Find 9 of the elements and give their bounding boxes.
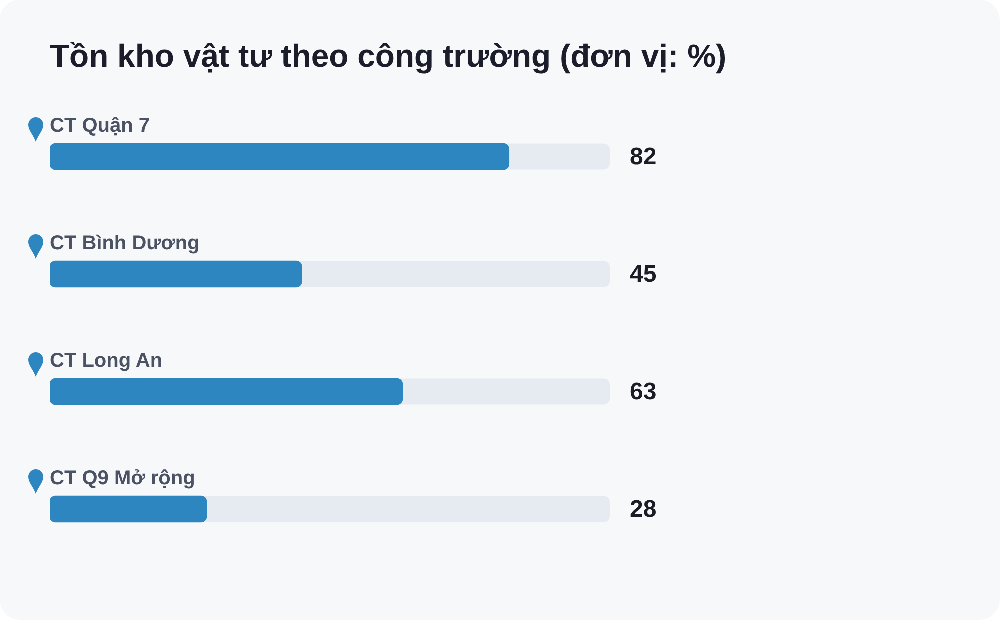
data-label: 63 [630, 378, 657, 406]
y-tick-label: CT Bình Dương [50, 232, 200, 254]
data-label: 45 [630, 260, 657, 288]
data-label: 28 [630, 496, 657, 523]
y-tick-label: CT Quận 7 [50, 114, 150, 137]
chart-title: Tồn kho vật tư theo công trường (đơn vị: %) [50, 38, 727, 74]
y-tick-label: CT Q9 Mở rộng [50, 467, 196, 490]
data-label: 82 [630, 143, 657, 170]
y-tick-label: CT Long An [50, 350, 163, 372]
